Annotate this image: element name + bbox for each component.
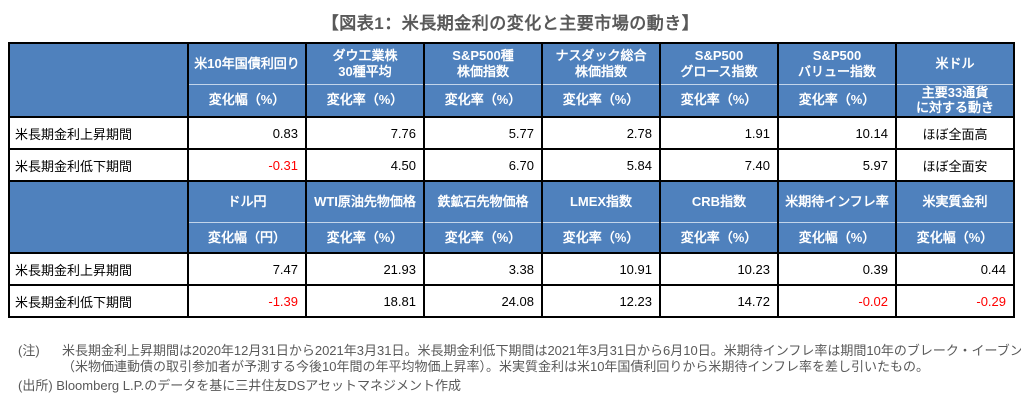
subheader-cell: 変化率（%）: [541, 83, 661, 119]
cell-value: 0.39: [777, 252, 897, 287]
subheader-cell: 変化率（%）: [423, 83, 543, 119]
market-table: 米10年国債利回り ダウ工業株 30種平均 S&P500種 株価指数 ナスダック…: [8, 41, 1015, 319]
subheader-cell: 変化幅（%）: [187, 83, 307, 119]
cell-value: 24.08: [423, 284, 543, 319]
cell-value: 10.91: [541, 252, 661, 287]
header-cell: 米10年国債利回り: [187, 42, 307, 85]
source-text: (出所) Bloomberg L.P.のデータを基に三井住友DSアセットマネジメ…: [18, 378, 461, 394]
note-text-line: 米長期金利上昇期間は2020年12月31日から2021年3月31日。米長期金利低…: [62, 343, 1021, 359]
header-cell: ドル円: [187, 180, 307, 223]
cell-value: ほぼ全面高: [895, 116, 1015, 151]
row-label: 米長期金利低下期間: [8, 148, 189, 183]
table-row: 米長期金利低下期間 -0.31 4.50 6.70 5.84 7.40 5.97…: [8, 148, 1015, 183]
subheader-cell: 変化率（%）: [423, 221, 543, 255]
table-row: ドル円 WTI原油先物価格 鉄鉱石先物価格 LMEX指数 CRB指数 米期待イン…: [8, 180, 1015, 255]
cell-value: 18.81: [305, 284, 425, 319]
header-cell: 米期待インフレ率: [777, 180, 897, 223]
subheader-cell: 変化率（%）: [777, 83, 897, 119]
row-label: 米長期金利低下期間: [8, 284, 189, 319]
row-label: 米長期金利上昇期間: [8, 116, 189, 151]
subheader-cell: 変化幅（%）: [777, 221, 897, 255]
subheader-cell: 変化率（%）: [541, 221, 661, 255]
header-cell: CRB指数: [659, 180, 779, 223]
header-cell: S&P500種 株価指数: [423, 42, 543, 85]
table-row: 米10年国債利回り ダウ工業株 30種平均 S&P500種 株価指数 ナスダック…: [8, 41, 1015, 119]
cell-value: 14.72: [659, 284, 779, 319]
cell-value: 7.40: [659, 148, 779, 183]
row-label: 米長期金利上昇期間: [8, 252, 189, 287]
note-label: (注): [18, 343, 40, 359]
header-cell: S&P500 バリュー指数: [777, 42, 897, 85]
header-cell: 米実質金利: [895, 180, 1015, 223]
subheader-cell: 変化率（%）: [659, 83, 779, 119]
cell-value: 0.44: [895, 252, 1015, 287]
subheader-cell: 変化率（%）: [659, 221, 779, 255]
subheader-cell: 変化率（%）: [305, 83, 425, 119]
subheader-cell: 変化幅（%）: [895, 221, 1015, 255]
table-row: 米長期金利低下期間 -1.39 18.81 24.08 12.23 14.72 …: [8, 284, 1015, 319]
table-row: 変化幅（円） 変化率（%） 変化率（%） 変化率（%） 変化率（%） 変化幅（%…: [9, 221, 1015, 255]
cell-value: -0.29: [895, 284, 1015, 319]
subheader-cell: 変化幅（円）: [187, 221, 307, 255]
cell-value: 3.38: [423, 252, 543, 287]
cell-value: -0.02: [777, 284, 897, 319]
subheader-cell: 主要33通貨 に対する動き: [895, 83, 1015, 119]
cell-value: 5.97: [777, 148, 897, 183]
subheader-cell: 変化率（%）: [305, 221, 425, 255]
cell-value: 21.93: [305, 252, 425, 287]
cell-value: 5.77: [423, 116, 543, 151]
table-row: 変化幅（%） 変化率（%） 変化率（%） 変化率（%） 変化率（%） 変化率（%…: [9, 83, 1015, 119]
cell-value: 0.83: [187, 116, 307, 151]
table-row: 米長期金利上昇期間 0.83 7.76 5.77 2.78 1.91 10.14…: [8, 116, 1015, 151]
page-title: 【図表1：米長期金利の変化と主要市場の動き】: [321, 14, 700, 33]
cell-value: 2.78: [541, 116, 661, 151]
header-cell: 鉄鉱石先物価格: [423, 180, 543, 223]
cell-value: 4.50: [305, 148, 425, 183]
note-text-line: （米物価連動債の取引参加者が予測する今後10年間の年平均物価上昇率）。米実質金利…: [62, 359, 930, 375]
header-cell: WTI原油先物価格: [305, 180, 425, 223]
cell-value: 10.23: [659, 252, 779, 287]
cell-value: 1.91: [659, 116, 779, 151]
cell-value: 7.47: [187, 252, 307, 287]
header-cell: S&P500 グロース指数: [659, 42, 779, 85]
note-row: (注) 米長期金利上昇期間は2020年12月31日から2021年3月31日。米長…: [18, 343, 1021, 375]
cell-value: 6.70: [423, 148, 543, 183]
table-row: 米長期金利上昇期間 7.47 21.93 3.38 10.91 10.23 0.…: [8, 252, 1015, 287]
cell-value: -0.31: [187, 148, 307, 183]
note-body: 米長期金利上昇期間は2020年12月31日から2021年3月31日。米長期金利低…: [62, 343, 1021, 375]
header-corner-cell: [8, 180, 189, 255]
cell-value: ほぼ全面安: [895, 148, 1015, 183]
header-cell: 米ドル: [895, 42, 1015, 85]
header-cell: ナスダック総合 株価指数: [541, 42, 661, 85]
cell-value: 10.14: [777, 116, 897, 151]
header-corner-cell: [8, 41, 189, 119]
cell-value: 5.84: [541, 148, 661, 183]
header-cell: ダウ工業株 30種平均: [305, 42, 425, 85]
cell-value: -1.39: [187, 284, 307, 319]
cell-value: 12.23: [541, 284, 661, 319]
cell-value: 7.76: [305, 116, 425, 151]
header-cell: LMEX指数: [541, 180, 661, 223]
notes-section: (注) 米長期金利上昇期間は2020年12月31日から2021年3月31日。米長…: [18, 343, 1021, 394]
